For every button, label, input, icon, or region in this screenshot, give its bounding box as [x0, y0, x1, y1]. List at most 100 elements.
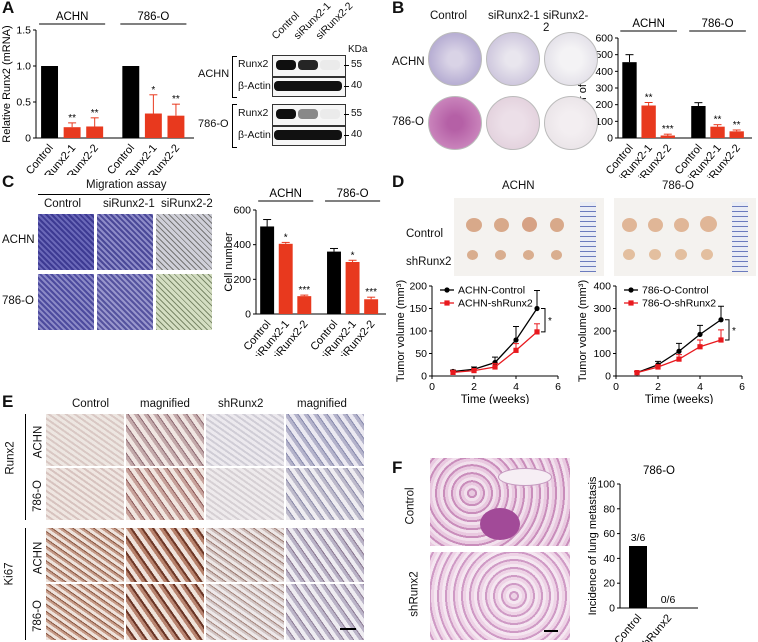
- tumor: [523, 250, 534, 260]
- y-tick-label: 600: [595, 33, 613, 45]
- bar: [144, 113, 162, 138]
- wb-band: [298, 109, 318, 119]
- tumor: [467, 250, 478, 260]
- ihc-column-label: magnified: [140, 398, 190, 410]
- colony-condition-label: Control: [430, 10, 468, 22]
- significance-mark: **: [91, 108, 99, 119]
- wb-band: [320, 109, 340, 119]
- tumor: [701, 249, 713, 260]
- bar: [641, 105, 656, 138]
- x-tick-label: 4: [513, 381, 519, 393]
- x-tick-label: 4: [697, 381, 703, 393]
- wb-unit-label: KDa: [348, 44, 368, 55]
- ihc-image: [46, 468, 124, 520]
- data-point: [492, 364, 498, 370]
- colony-plate: [486, 96, 540, 150]
- tumor: [551, 250, 562, 260]
- wb-bracket: [232, 104, 237, 148]
- data-point: [676, 356, 682, 362]
- y-tick-label: 200: [233, 274, 251, 286]
- wb-actin-band: [274, 81, 342, 91]
- wb-marker-tick: [344, 114, 349, 115]
- ihc-marker-bracket: [25, 528, 26, 640]
- tumor: [495, 250, 506, 260]
- colony-plate: [544, 96, 598, 150]
- ihc-image: [126, 468, 204, 520]
- x-tick-label: shRunx2: [637, 612, 674, 642]
- x-tick-label: 6: [555, 381, 561, 393]
- legend-label: ACHN-Control: [458, 285, 525, 297]
- y-tick-label: 1.0: [16, 61, 31, 73]
- data-point: [534, 329, 540, 335]
- wb-marker-label: 40: [351, 80, 363, 91]
- legend-marker: [444, 287, 450, 293]
- wb-band: [320, 60, 340, 70]
- bar: [63, 127, 81, 138]
- colony-cell-label: 786-O: [392, 116, 424, 128]
- ihc-image: [46, 414, 124, 466]
- tumor: [623, 249, 635, 260]
- colony-plate: [486, 32, 540, 86]
- lung-row-label: Control: [404, 487, 417, 525]
- bar: [629, 546, 647, 608]
- wb-band: [276, 109, 296, 119]
- data-point: [697, 344, 703, 350]
- panel-letter-e: E: [2, 392, 14, 411]
- y-tick-label: 200: [409, 281, 427, 293]
- migration-title-rule: [38, 194, 210, 195]
- bar: [86, 126, 104, 138]
- data-point: [697, 331, 703, 337]
- x-tick-label: 2: [655, 381, 661, 393]
- bar: [345, 262, 360, 314]
- bar: [729, 131, 744, 138]
- significance-mark: *: [732, 326, 736, 337]
- bar: [691, 106, 706, 138]
- significance-mark: *: [284, 232, 288, 243]
- data-point: [634, 370, 640, 376]
- tumor: [674, 218, 689, 232]
- y-tick-label: 100: [595, 116, 613, 128]
- ihc-image: [46, 528, 124, 582]
- legend-marker: [444, 300, 450, 306]
- x-tick-label: 6: [739, 381, 745, 393]
- bar: [41, 66, 59, 138]
- y-tick-label: 100: [597, 479, 615, 491]
- data-point: [655, 364, 661, 370]
- y-axis-label: Incidence of lung metastasis: [587, 476, 599, 615]
- bar: [297, 296, 312, 314]
- significance-bracket: [725, 319, 730, 341]
- bar: [660, 135, 675, 138]
- migration-cell-label: ACHN: [2, 234, 35, 246]
- wb-marker-tick: [344, 65, 349, 66]
- colony-condition-label: siRunx2-1: [488, 10, 540, 22]
- y-tick-label: 0: [421, 371, 427, 383]
- group-label: 786-O: [337, 188, 369, 200]
- ihc-image: [126, 414, 204, 466]
- ihc-cell-label: ACHN: [32, 425, 45, 459]
- wb-protein-label: Runx2: [238, 107, 269, 119]
- tumor: [550, 218, 564, 232]
- y-tick-label: 400: [595, 66, 613, 78]
- wb-marker-label: 40: [351, 129, 363, 140]
- bar: [278, 243, 293, 314]
- y-axis-label: Tumor volume (mm³): [577, 280, 589, 382]
- bar: [260, 226, 275, 314]
- significance-mark: ***: [298, 285, 310, 296]
- y-tick-label: 0: [245, 309, 251, 321]
- x-tick-label: 2: [471, 381, 477, 393]
- y-tick-label: 500: [595, 49, 613, 61]
- y-tick-label: 50: [415, 348, 427, 360]
- wb-marker-tick: [344, 135, 349, 136]
- migration-image: [97, 214, 153, 270]
- y-tick-label: 400: [233, 239, 251, 251]
- data-point: [513, 337, 519, 343]
- tumor-row-label: shRunx2: [406, 256, 452, 268]
- panel-letter-c: C: [2, 172, 15, 191]
- bar: [167, 115, 185, 138]
- legend-label: 786-O-shRunx2: [642, 298, 716, 310]
- significance-mark: *: [151, 85, 155, 96]
- ihc-image: [286, 468, 364, 520]
- data-point: [718, 337, 724, 343]
- scale-bar: [544, 630, 558, 632]
